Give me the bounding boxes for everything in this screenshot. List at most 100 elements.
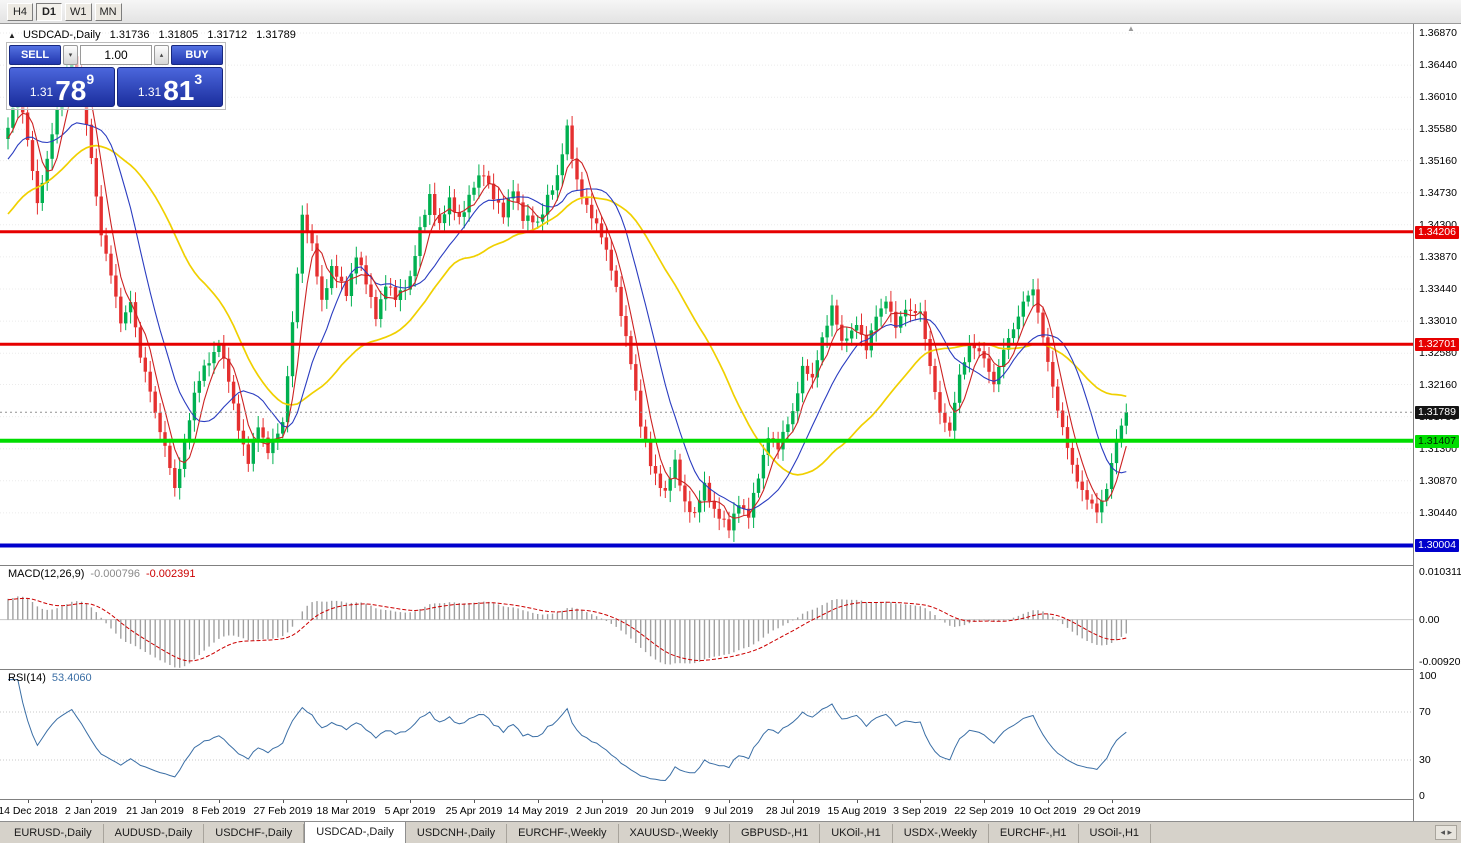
- candles: [6, 46, 1128, 542]
- time-axis-tick: [729, 800, 730, 803]
- time-axis-label: 3 Sep 2019: [893, 805, 947, 817]
- buy-price-display[interactable]: 1.31 81 3: [117, 67, 223, 107]
- low-value: 1.31712: [207, 29, 248, 41]
- price-scale-label: 1.35580: [1419, 123, 1457, 136]
- tab-scroll-buttons[interactable]: ◂ ▸: [1435, 825, 1457, 840]
- time-axis-tick: [1048, 800, 1049, 803]
- buy-button[interactable]: BUY: [171, 45, 223, 65]
- tab-gbpusd-h1[interactable]: GBPUSD-,H1: [730, 824, 821, 843]
- sell-price-display[interactable]: 1.31 78 9: [9, 67, 115, 107]
- sell-price-point: 9: [86, 71, 95, 87]
- time-axis-tick: [602, 800, 603, 803]
- tab-eurchf-h1[interactable]: EURCHF-,H1: [989, 824, 1079, 843]
- price-scale-label: 1.30870: [1419, 474, 1457, 487]
- time-axis-label: 15 Aug 2019: [827, 805, 887, 817]
- price-scale[interactable]: 1.36870 1.36440 1.36010 1.35580 1.35160 1.347…: [1413, 24, 1461, 821]
- price-scale-label: 1.36010: [1419, 91, 1457, 104]
- high-value: 1.31805: [158, 29, 199, 41]
- tab-usdx-weekly[interactable]: USDX-,Weekly: [893, 824, 989, 843]
- time-axis-label: 27 Feb 2019: [253, 805, 313, 817]
- time-axis-label: 21 Jan 2019: [126, 805, 184, 817]
- panel-separator[interactable]: [0, 565, 1461, 566]
- time-axis-tick: [410, 800, 411, 803]
- price-scale-label: 1.33870: [1419, 250, 1457, 263]
- macd-scale-label: 0.00: [1419, 613, 1440, 626]
- macd-indicator-canvas[interactable]: [0, 566, 1413, 669]
- rsi-scale-label: 0: [1419, 790, 1425, 802]
- timeframe-button-d1[interactable]: D1: [36, 2, 62, 21]
- price-scale-label: 1.36440: [1419, 59, 1457, 72]
- panel-separator[interactable]: [0, 669, 1461, 670]
- tab-usdcnh-daily[interactable]: USDCNH-,Daily: [406, 824, 508, 843]
- time-axis-tick: [346, 800, 347, 803]
- time-axis-tick: [984, 800, 985, 803]
- sell-button[interactable]: SELL: [9, 45, 61, 65]
- tab-ukoil-h1[interactable]: UKOil-,H1: [820, 824, 893, 843]
- macd-main-value: -0.000796: [90, 568, 140, 580]
- ohlc-readout: 1.31736 1.31805 1.31712 1.31789: [104, 29, 296, 41]
- time-axis-tick: [793, 800, 794, 803]
- tab-usdchf-daily[interactable]: USDCHF-,Daily: [204, 824, 305, 843]
- price-scale-label: 1.32160: [1419, 378, 1457, 391]
- rsi-value: 53.4060: [51, 672, 92, 684]
- time-axis-tick: [28, 800, 29, 803]
- time-axis-label: 20 Jun 2019: [636, 805, 694, 817]
- level-price-tag: 1.31407: [1415, 434, 1459, 448]
- tab-eurchf-weekly[interactable]: EURCHF-,Weekly: [507, 824, 619, 843]
- macd-histogram: [7, 596, 1128, 668]
- time-axis-tick: [155, 800, 156, 803]
- timeframe-toolbar: H4 D1 W1 MN: [0, 0, 1461, 24]
- chart-header: ▲ USDCAD-,Daily 1.31736 1.31805 1.31712 …: [8, 29, 296, 41]
- rsi-scale-label: 70: [1419, 706, 1431, 718]
- volume-decrease-button[interactable]: ▾: [63, 45, 78, 65]
- tab-usdcad-daily[interactable]: USDCAD-,Daily: [304, 821, 406, 843]
- current-price-tag: 1.31789: [1415, 406, 1459, 420]
- price-scale-label: 1.33440: [1419, 283, 1457, 295]
- time-axis-tick: [283, 800, 284, 803]
- time-axis-label: 2 Jan 2019: [65, 805, 117, 817]
- rsi-scale-label: 100: [1419, 670, 1437, 682]
- tab-audusd-daily[interactable]: AUDUSD-,Daily: [104, 824, 205, 843]
- time-axis[interactable]: 14 Dec 2018 2 Jan 2019 21 Jan 2019 8 Feb 20…: [0, 800, 1413, 820]
- time-axis-label: 10 Oct 2019: [1019, 805, 1077, 817]
- time-axis-tick: [665, 800, 666, 803]
- price-chart-canvas[interactable]: [0, 28, 1413, 565]
- macd-signal-value: -0.002391: [145, 568, 196, 580]
- sell-price-figure: 1.31: [29, 85, 54, 99]
- chart-symbol-label: USDCAD-,Daily: [22, 29, 101, 41]
- time-axis-label: 28 Jul 2019: [765, 805, 821, 817]
- macd-scale-label: 0.010311: [1419, 566, 1461, 578]
- tab-usoil-h1[interactable]: USOil-,H1: [1079, 824, 1152, 843]
- time-axis-label: 8 Feb 2019: [192, 805, 246, 817]
- panel-separator[interactable]: [0, 799, 1461, 800]
- timeframe-button-h4[interactable]: H4: [7, 2, 33, 21]
- chart-collapse-icon[interactable]: ▲: [8, 31, 16, 40]
- timeframe-button-mn[interactable]: MN: [94, 2, 122, 21]
- time-axis-tick: [857, 800, 858, 803]
- buy-price-point: 3: [194, 71, 203, 87]
- macd-name: MACD(12,26,9): [8, 568, 85, 580]
- chart-shift-marker-icon[interactable]: ▲: [1127, 24, 1135, 33]
- time-axis-label: 9 Jul 2019: [704, 805, 754, 817]
- tab-xauusd-weekly[interactable]: XAUUSD-,Weekly: [619, 824, 730, 843]
- volume-increase-button[interactable]: ▴: [154, 45, 169, 65]
- ma-line-34: [7, 144, 1127, 476]
- rsi-line: [8, 679, 1127, 782]
- time-axis-label: 29 Oct 2019: [1083, 805, 1141, 817]
- volume-input[interactable]: [80, 45, 152, 65]
- time-axis-tick: [1112, 800, 1113, 803]
- timeframe-button-w1[interactable]: W1: [65, 2, 92, 21]
- rsi-indicator-canvas[interactable]: [0, 670, 1413, 799]
- level-price-tag: 1.30004: [1415, 539, 1459, 553]
- time-axis-tick: [538, 800, 539, 803]
- macd-scale-label: -0.009203: [1419, 656, 1461, 668]
- buy-price-figure: 1.31: [137, 85, 162, 99]
- price-scale-label: 1.34730: [1419, 186, 1457, 199]
- macd-label: MACD(12,26,9) -0.000796 -0.002391: [8, 568, 196, 580]
- level-price-tag: 1.32701: [1415, 338, 1459, 352]
- time-axis-tick: [920, 800, 921, 803]
- time-axis-label: 22 Sep 2019: [954, 805, 1014, 817]
- buy-price-pips: 81: [163, 75, 195, 107]
- tab-eurusd-daily[interactable]: EURUSD-,Daily: [3, 824, 104, 843]
